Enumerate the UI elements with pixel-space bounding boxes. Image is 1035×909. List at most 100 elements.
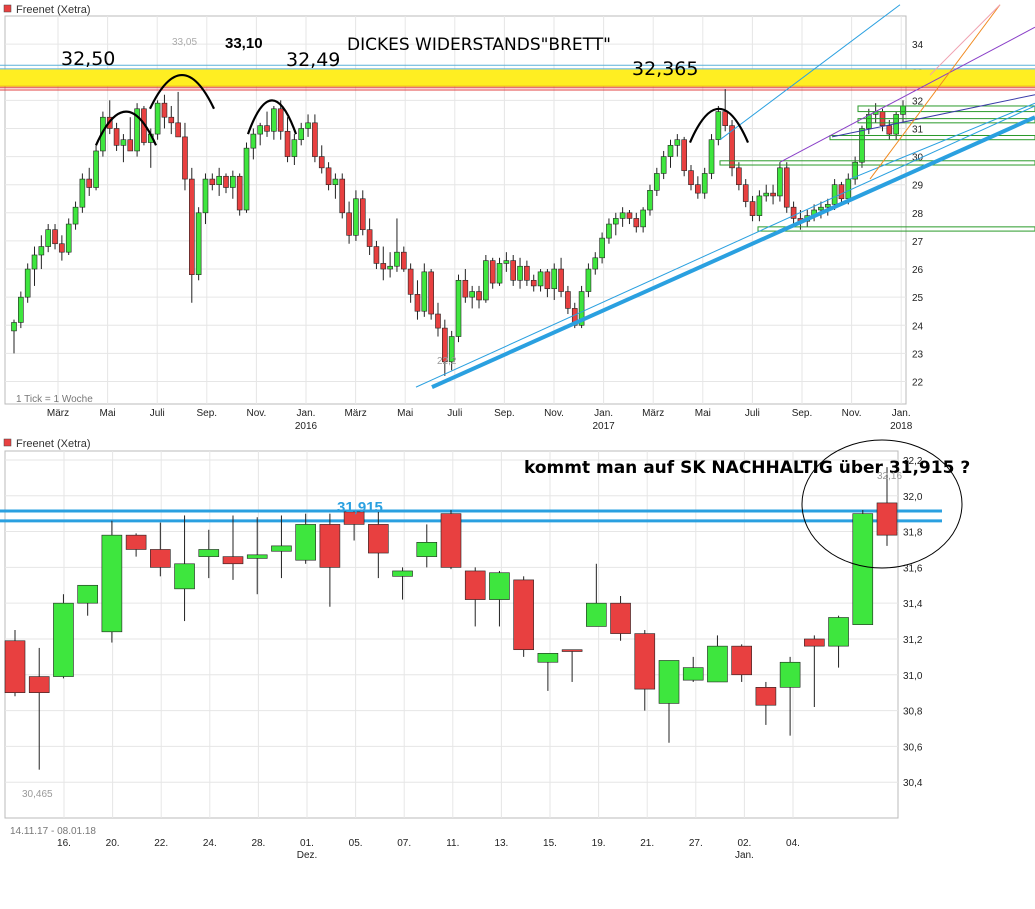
candle-body — [230, 175, 236, 188]
candle-body — [469, 291, 475, 298]
x-tick-label: Mai — [100, 408, 116, 419]
channel-line-pink — [929, 4, 1001, 76]
candle — [150, 522, 171, 577]
x-tick-label: März — [642, 408, 664, 419]
candle — [346, 201, 352, 244]
candle-body — [45, 229, 51, 247]
candle — [510, 254, 517, 286]
candle — [770, 184, 776, 205]
candle-body — [59, 243, 65, 253]
candle-body — [900, 105, 906, 115]
candle-body — [209, 178, 216, 185]
candle — [343, 511, 365, 541]
candle-body — [722, 111, 729, 126]
candle — [818, 201, 824, 219]
candle — [38, 235, 45, 270]
candle — [435, 302, 441, 337]
candle — [681, 136, 687, 177]
candle — [325, 162, 332, 191]
x-tick-label: 20. — [106, 838, 120, 849]
candle-body — [11, 322, 17, 332]
candle-body — [291, 139, 298, 157]
x-tick-label: 16. — [57, 838, 71, 849]
candle — [828, 615, 849, 668]
y-tick-label: 31,2 — [903, 635, 923, 646]
y-tick-label: 30,6 — [903, 742, 923, 753]
candle-body — [606, 223, 612, 239]
y-tick-label: 29 — [912, 181, 924, 192]
candle-body — [414, 294, 421, 312]
candle — [421, 263, 428, 317]
candle — [230, 170, 236, 199]
candle-body — [612, 218, 619, 225]
y-tick-label: 22 — [912, 378, 924, 389]
x-tick-label: Mai — [397, 408, 413, 419]
candle — [298, 122, 305, 146]
candle — [442, 319, 448, 376]
candle — [658, 660, 680, 743]
candle — [763, 184, 770, 202]
candle-body — [312, 122, 318, 157]
candle — [416, 524, 438, 568]
peak-label-faded: 33,05 — [172, 37, 197, 48]
candle-body — [53, 602, 74, 677]
candle-body — [876, 502, 898, 536]
footnote: 14.11.17 - 08.01.18 — [10, 826, 96, 837]
candle — [586, 563, 607, 627]
candle — [271, 105, 277, 140]
candle — [852, 510, 874, 625]
candle — [530, 274, 537, 292]
support-zone — [857, 105, 1035, 113]
y-tick-label: 31,4 — [903, 599, 923, 610]
candle-body — [150, 549, 171, 568]
x-tick-label: 19. — [592, 838, 606, 849]
candle-body — [503, 260, 510, 264]
candle — [154, 100, 161, 140]
x-tick-label: Nov. — [842, 408, 862, 419]
candle — [175, 91, 181, 138]
candle — [318, 145, 325, 174]
x-tick-label: 02. — [737, 838, 751, 849]
x-tick-label: Juli — [150, 408, 165, 419]
candle — [558, 257, 564, 298]
x-tick-label: 27. — [689, 838, 703, 849]
candle — [682, 656, 704, 682]
candle-body — [626, 212, 633, 219]
candle-body — [464, 570, 486, 600]
candle — [101, 520, 123, 643]
y-tick-label: 34 — [912, 40, 924, 51]
candle — [18, 291, 24, 329]
candle-body — [353, 198, 359, 236]
candle — [619, 207, 626, 227]
legend-label: Freenet (Xetra) — [16, 4, 91, 16]
x-tick-label: Sep. — [494, 408, 515, 419]
steep-trend-line — [719, 4, 901, 141]
x-tick-label: 07. — [397, 838, 411, 849]
candle-body — [101, 534, 123, 633]
candle — [876, 467, 898, 546]
low-label: 22,2 — [437, 356, 457, 367]
x-tick-label: 05. — [349, 838, 363, 849]
candle — [866, 108, 872, 135]
candle — [339, 173, 346, 219]
x-tick-label: Juli — [447, 408, 462, 419]
candle-body — [779, 661, 801, 688]
candle-body — [790, 206, 797, 219]
candle-body — [455, 279, 462, 337]
candle — [755, 681, 777, 725]
candle-body — [695, 184, 701, 194]
candle-body — [28, 676, 50, 693]
y-tick-label: 32,0 — [903, 492, 923, 503]
candle — [777, 162, 783, 202]
candle — [277, 100, 284, 140]
candle — [243, 142, 250, 213]
candle — [779, 656, 801, 736]
candle — [400, 246, 407, 272]
candle — [366, 218, 373, 255]
x-tick-label: 04. — [786, 838, 800, 849]
candle-body — [86, 178, 93, 188]
candle — [264, 111, 270, 137]
candle — [742, 179, 749, 208]
peak-arc — [246, 99, 298, 135]
candle-body — [52, 229, 58, 245]
